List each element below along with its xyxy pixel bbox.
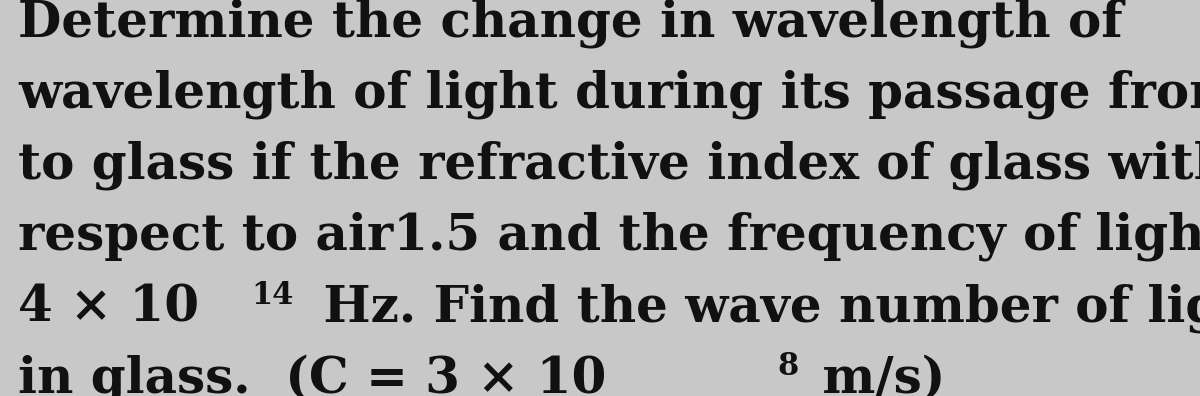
Text: 8: 8 [778, 351, 798, 382]
Text: m/s): m/s) [805, 355, 944, 396]
Text: Hz. Find the wave number of light: Hz. Find the wave number of light [306, 283, 1200, 333]
Text: Determine the change in wavelength of: Determine the change in wavelength of [18, 0, 1123, 48]
Text: 4 × 10: 4 × 10 [18, 284, 199, 333]
Text: to glass if the refractive index of glass with: to glass if the refractive index of glas… [18, 141, 1200, 190]
Text: respect to air1.5 and the frequency of light is: respect to air1.5 and the frequency of l… [18, 212, 1200, 261]
Text: 14: 14 [252, 280, 294, 311]
Text: in glass.  (C = 3 × 10: in glass. (C = 3 × 10 [18, 354, 606, 396]
Text: wavelength of light during its passage from air: wavelength of light during its passage f… [18, 69, 1200, 119]
